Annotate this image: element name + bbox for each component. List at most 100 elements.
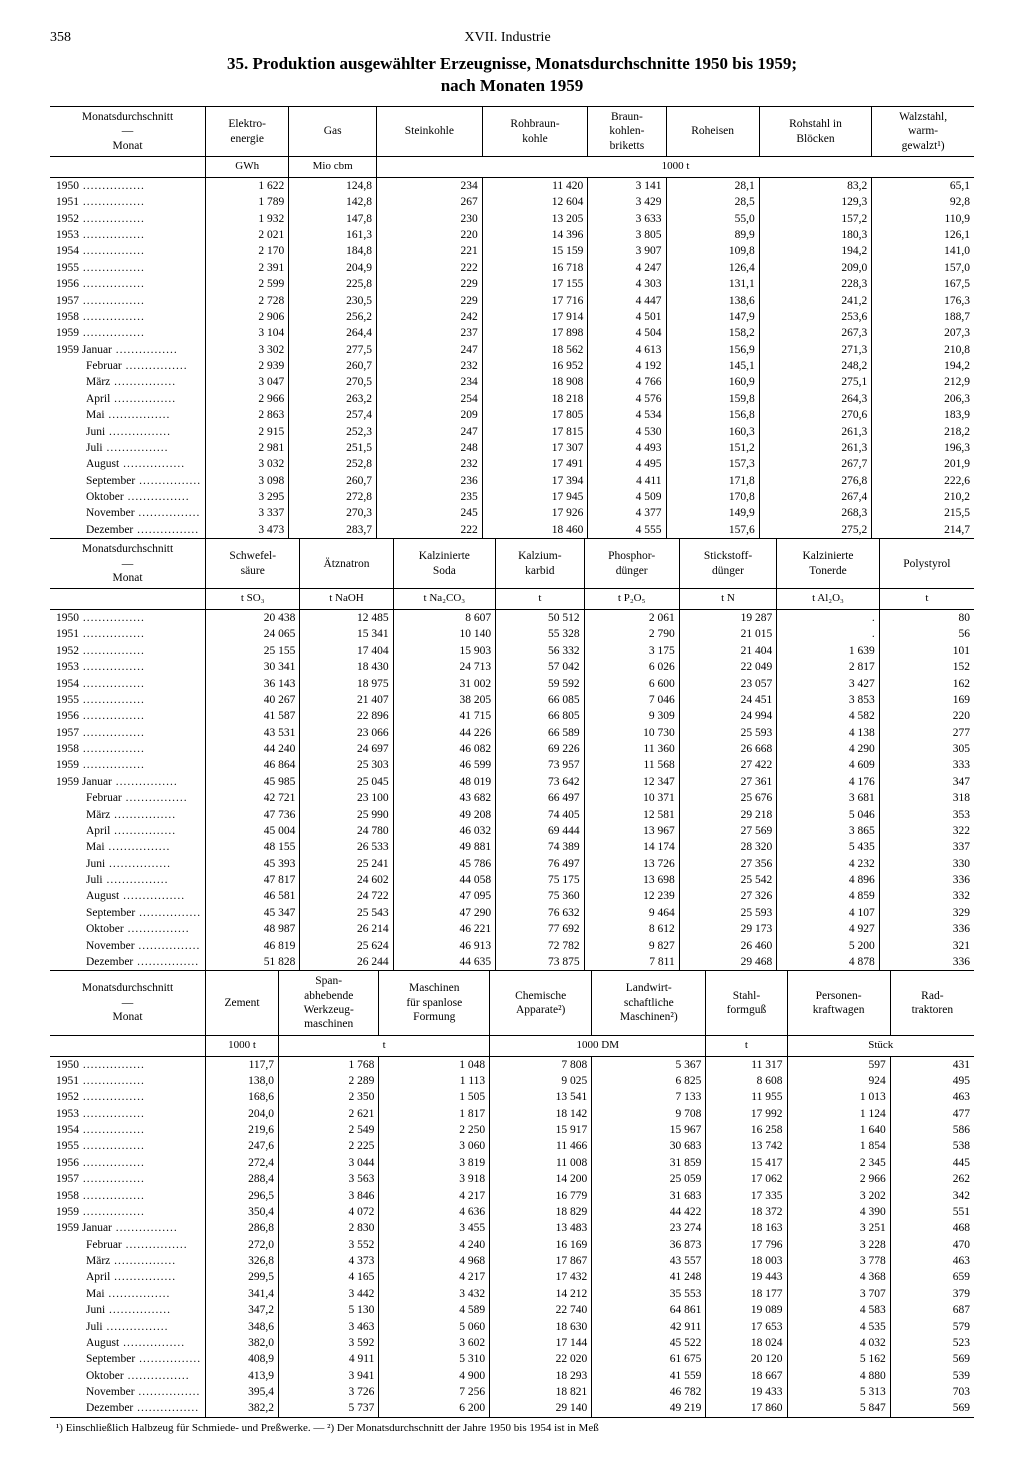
- data-cell: 73 642: [496, 774, 585, 790]
- data-cell: 4 878: [777, 954, 880, 970]
- data-cell: 17 335: [706, 1188, 787, 1204]
- data-cell: 12 485: [300, 610, 393, 627]
- data-cell: 77 692: [496, 921, 585, 937]
- data-cell: 3 228: [787, 1237, 890, 1253]
- stub-unit: [50, 1035, 206, 1056]
- data-cell: 379: [890, 1286, 974, 1302]
- data-cell: 337: [879, 839, 974, 855]
- data-cell: 24 994: [679, 708, 776, 724]
- data-cell: 1 817: [379, 1106, 490, 1122]
- unit-header: t SO₃: [206, 589, 300, 610]
- data-cell: 2 915: [206, 424, 289, 440]
- row-label-year: 1953: [50, 1106, 206, 1122]
- data-cell: 47 290: [393, 905, 496, 921]
- data-cell: 17 491: [482, 456, 588, 472]
- data-cell: 234: [377, 177, 483, 194]
- data-cell: 237: [377, 325, 483, 341]
- data-cell: 25 059: [592, 1171, 706, 1187]
- data-cell: 17 926: [482, 505, 588, 521]
- row-label-month: September: [50, 905, 206, 921]
- col-header: Braun-kohlen-briketts: [588, 107, 666, 157]
- data-cell: 43 557: [592, 1253, 706, 1269]
- data-cell: 46 221: [393, 921, 496, 937]
- col-header: Polystyrol: [879, 539, 974, 589]
- data-cell: 4 447: [588, 293, 666, 309]
- data-cell: 194,2: [872, 358, 974, 374]
- data-cell: 15 917: [490, 1122, 592, 1138]
- data-cell: 270,5: [289, 374, 377, 390]
- data-cell: 25 593: [679, 905, 776, 921]
- unit-header: t: [706, 1035, 787, 1056]
- data-cell: 17 144: [490, 1335, 592, 1351]
- data-cell: 188,7: [872, 309, 974, 325]
- col-header: Stickstoff-dünger: [679, 539, 776, 589]
- data-cell: 2 966: [206, 391, 289, 407]
- data-cell: 270,6: [759, 407, 872, 423]
- data-cell: 152: [879, 659, 974, 675]
- data-cell: 4 589: [379, 1302, 490, 1318]
- data-cell: 210,2: [872, 489, 974, 505]
- data-cell: 4 576: [588, 391, 666, 407]
- data-cell: 36 873: [592, 1237, 706, 1253]
- data-cell: 267,4: [759, 489, 872, 505]
- data-cell: 5 737: [279, 1400, 379, 1417]
- data-cell: 257,4: [289, 407, 377, 423]
- data-cell: 4 509: [588, 489, 666, 505]
- unit-header: t: [496, 589, 585, 610]
- data-cell: 413,9: [206, 1368, 279, 1384]
- data-cell: 4 368: [787, 1269, 890, 1285]
- data-cell: 184,8: [289, 243, 377, 259]
- data-cell: 168,6: [206, 1089, 279, 1105]
- row-label-year: 1959: [50, 1204, 206, 1220]
- data-cell: 13 541: [490, 1089, 592, 1105]
- data-cell: 4 176: [777, 774, 880, 790]
- data-cell: 14 200: [490, 1171, 592, 1187]
- table-title: 35. Produktion ausgewählter Erzeugnisse,…: [50, 54, 974, 74]
- data-cell: 264,3: [759, 391, 872, 407]
- data-cell: 4 217: [379, 1188, 490, 1204]
- data-cell: 109,8: [666, 243, 759, 259]
- data-cell: 18 003: [706, 1253, 787, 1269]
- data-cell: 23 057: [679, 676, 776, 692]
- data-cell: 129,3: [759, 194, 872, 210]
- data-cell: 29 468: [679, 954, 776, 970]
- data-cell: 73 957: [496, 757, 585, 773]
- unit-header: 1000 t: [206, 1035, 279, 1056]
- row-label-month: 1959 Januar: [50, 342, 206, 358]
- data-cell: 45 786: [393, 856, 496, 872]
- data-cell: 18 829: [490, 1204, 592, 1220]
- data-cell: 4 535: [787, 1319, 890, 1335]
- data-cell: 408,9: [206, 1351, 279, 1367]
- data-cell: 1 124: [787, 1106, 890, 1122]
- row-label-month: April: [50, 1269, 206, 1285]
- col-header: ChemischeApparate²): [490, 971, 592, 1036]
- data-cell: 17 860: [706, 1400, 787, 1417]
- data-cell: 45 004: [206, 823, 300, 839]
- data-cell: 35 553: [592, 1286, 706, 1302]
- data-cell: 3 302: [206, 342, 289, 358]
- unit-header: 1000 t: [377, 157, 974, 178]
- data-cell: 7 256: [379, 1384, 490, 1400]
- data-cell: 11 360: [584, 741, 679, 757]
- data-cell: 2 906: [206, 309, 289, 325]
- data-cell: 55 328: [496, 626, 585, 642]
- data-cell: 75 175: [496, 872, 585, 888]
- data-cell: 9 464: [584, 905, 679, 921]
- data-cell: 9 309: [584, 708, 679, 724]
- data-cell: 18 142: [490, 1106, 592, 1122]
- row-label-year: 1957: [50, 1171, 206, 1187]
- data-cell: 44 635: [393, 954, 496, 970]
- data-cell: 162: [879, 676, 974, 692]
- data-cell: 4 072: [279, 1204, 379, 1220]
- data-cell: 74 389: [496, 839, 585, 855]
- data-cell: 5 847: [787, 1400, 890, 1417]
- data-cell: 3 846: [279, 1188, 379, 1204]
- data-cell: 180,3: [759, 227, 872, 243]
- data-cell: 3 865: [777, 823, 880, 839]
- data-cell: 1 789: [206, 194, 289, 210]
- data-cell: 242: [377, 309, 483, 325]
- data-cell: 1 639: [777, 643, 880, 659]
- data-cell: 24 722: [300, 888, 393, 904]
- row-label-year: 1955: [50, 692, 206, 708]
- data-cell: 382,0: [206, 1335, 279, 1351]
